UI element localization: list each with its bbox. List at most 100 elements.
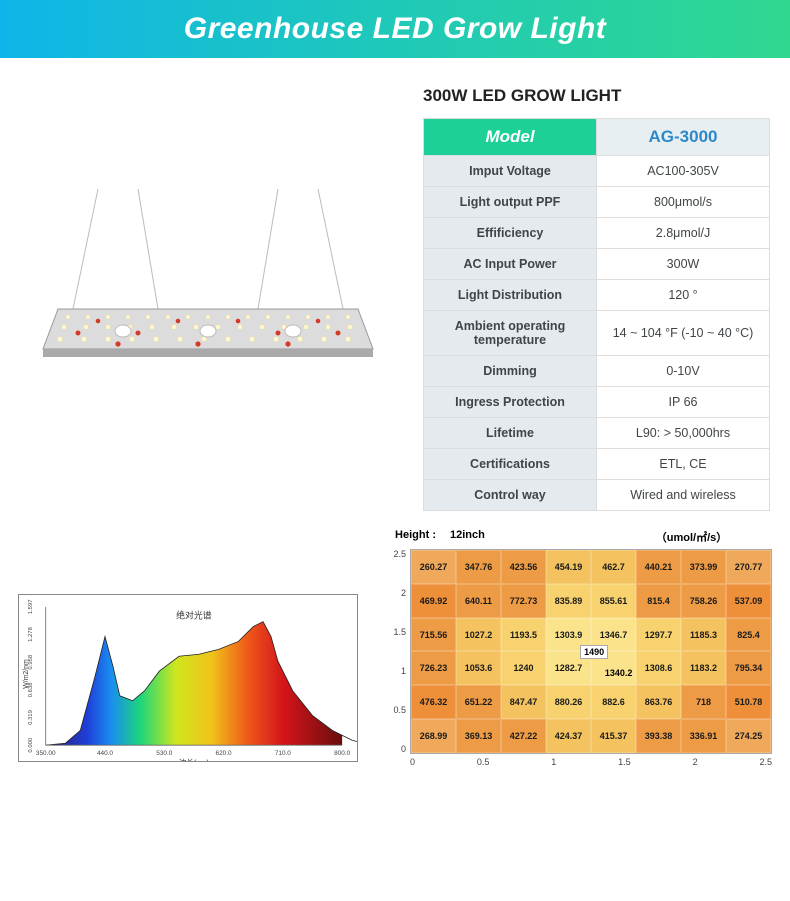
heat-cell: 640.11 [456, 584, 501, 618]
heat-cell: 260.27 [411, 550, 456, 584]
spec-label: Ingress Protection [424, 387, 597, 418]
spec-value: 120 ° [597, 280, 770, 311]
heat-cell: 423.56 [501, 550, 546, 584]
spec-label: Dimming [424, 356, 597, 387]
svg-text:绝对光谱: 绝对光谱 [176, 610, 212, 621]
spec-row: Ingress ProtectionIP 66 [424, 387, 770, 418]
main-row: 300W LED GROW LIGHT Model AG-3000 Imput … [0, 58, 790, 521]
heat-cell: 882.6 [591, 685, 636, 719]
spec-header-left: Model [424, 119, 597, 156]
heat-cell: 1240 [501, 651, 546, 685]
heat-cell: 440.21 [636, 550, 681, 584]
spec-col: 300W LED GROW LIGHT Model AG-3000 Imput … [423, 86, 770, 511]
heat-yaxis: 2.521.510.50 [388, 549, 410, 754]
spec-header-right: AG-3000 [597, 119, 770, 156]
spec-value: Wired and wireless [597, 480, 770, 511]
spec-row: CertificationsETL, CE [424, 449, 770, 480]
heatmap-chart: Height : 12inch （umol/㎡/s） 2.521.510.50 … [388, 529, 772, 767]
spec-row: Imput VoltageAC100-305V [424, 156, 770, 187]
heat-cell: 825.4 [726, 618, 771, 652]
heat-cell: 336.91 [681, 719, 726, 753]
heat-cell: 855.61 [591, 584, 636, 618]
spec-label: AC Input Power [424, 249, 597, 280]
heat-cell: 815.4 [636, 584, 681, 618]
svg-text:1.278: 1.278 [28, 626, 34, 641]
heat-cell: 880.26 [546, 685, 591, 719]
svg-text:710.0: 710.0 [275, 750, 291, 757]
heat-cell: 469.92 [411, 584, 456, 618]
spec-row: Effificiency2.8μmol/J [424, 218, 770, 249]
charts-row: 0.0000.3190.6380.9581.2781.597 W/m2/nm 绝… [0, 521, 790, 785]
heat-cell: 1053.6 [456, 651, 501, 685]
spec-value: 300W [597, 249, 770, 280]
product-title: 300W LED GROW LIGHT [423, 86, 770, 106]
heat-cell: 347.76 [456, 550, 501, 584]
heat-cell: 1297.7 [636, 618, 681, 652]
heat-center-value: 1490 [580, 645, 608, 659]
heat-cell: 715.56 [411, 618, 456, 652]
spec-value: 0-10V [597, 356, 770, 387]
spec-value: AC100-305V [597, 156, 770, 187]
heat-cell: 1193.5 [501, 618, 546, 652]
heat-cell: 268.99 [411, 719, 456, 753]
heat-cell: 270.77 [726, 550, 771, 584]
spec-label: Ambient operating temperature [424, 311, 597, 356]
heat-cell: 772.73 [501, 584, 546, 618]
heat-cell: 415.37 [591, 719, 636, 753]
spec-row: LifetimeL90: > 50,000hrs [424, 418, 770, 449]
heat-cell: 651.22 [456, 685, 501, 719]
heat-cell: 726.23 [411, 651, 456, 685]
spec-label: Light Distribution [424, 280, 597, 311]
heat-cell: 863.76 [636, 685, 681, 719]
heat-cell: 835.89 [546, 584, 591, 618]
spec-row: Light output PPF800μmol/s [424, 187, 770, 218]
spec-label: Light output PPF [424, 187, 597, 218]
svg-text:波长(nm): 波长(nm) [179, 757, 209, 762]
heat-height-value: 12inch [444, 529, 611, 545]
heat-height-label: Height : [388, 529, 444, 545]
heat-cell: 393.38 [636, 719, 681, 753]
spec-value: IP 66 [597, 387, 770, 418]
product-image [38, 189, 378, 409]
spec-value: 800μmol/s [597, 187, 770, 218]
spec-value: 2.8μmol/J [597, 218, 770, 249]
heat-cell: 424.37 [546, 719, 591, 753]
heat-cell: 1027.2 [456, 618, 501, 652]
spec-row: AC Input Power300W [424, 249, 770, 280]
heat-cell: 718 [681, 685, 726, 719]
svg-text:800.0: 800.0 [334, 750, 350, 757]
spec-label: Lifetime [424, 418, 597, 449]
spec-label: Control way [424, 480, 597, 511]
heat-cell: 1183.2 [681, 651, 726, 685]
svg-text:350.00: 350.00 [36, 750, 56, 757]
heat-cell: 454.19 [546, 550, 591, 584]
heat-cell: 476.32 [411, 685, 456, 719]
banner-title: Greenhouse LED Grow Light [184, 12, 607, 46]
spec-label: Certifications [424, 449, 597, 480]
spec-label: Effificiency [424, 218, 597, 249]
svg-text:1.597: 1.597 [28, 599, 34, 614]
heat-xaxis: 00.511.522.5 [410, 754, 772, 767]
heat-unit: （umol/㎡/s） [611, 529, 772, 545]
spec-row: Light Distribution120 ° [424, 280, 770, 311]
heat-cell: 795.34 [726, 651, 771, 685]
svg-text:W/m2/nm: W/m2/nm [23, 659, 30, 689]
heat-cell: 1308.6 [636, 651, 681, 685]
svg-text:0.319: 0.319 [28, 710, 34, 725]
spec-row: Control wayWired and wireless [424, 480, 770, 511]
spec-label: Imput Voltage [424, 156, 597, 187]
heat-cell: 373.99 [681, 550, 726, 584]
heat-center-sub: 1340.2 [602, 667, 636, 679]
spec-row: Ambient operating temperature14 ~ 104 °F… [424, 311, 770, 356]
heat-cell: 462.7 [591, 550, 636, 584]
heat-cell: 847.47 [501, 685, 546, 719]
banner: Greenhouse LED Grow Light [0, 0, 790, 58]
svg-text:440.0: 440.0 [97, 750, 113, 757]
heat-cell: 758.26 [681, 584, 726, 618]
heat-cell: 537.09 [726, 584, 771, 618]
svg-text:0.000: 0.000 [28, 737, 34, 752]
spectrum-chart: 0.0000.3190.6380.9581.2781.597 W/m2/nm 绝… [18, 594, 358, 767]
spec-row: Dimming0-10V [424, 356, 770, 387]
heat-cell: 1185.3 [681, 618, 726, 652]
svg-text:620.0: 620.0 [216, 750, 232, 757]
